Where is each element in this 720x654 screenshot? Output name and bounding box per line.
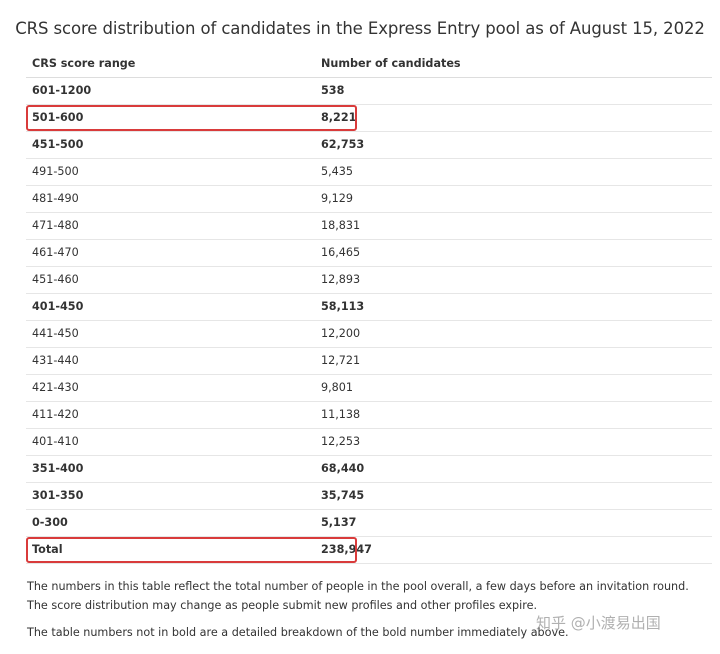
candidate-count-cell: 68,440 [321,462,365,475]
table-row: 491-500 5,435 [26,159,712,186]
candidate-count-cell: 5,137 [321,516,357,529]
table-row: 601-1200 538 [26,78,712,105]
table-row: 451-500 62,753 [26,132,712,159]
table-row: 451-460 12,893 [26,267,712,294]
candidate-count-cell: 12,893 [321,273,361,286]
score-range-cell: 0-300 [32,516,68,529]
header-score-range: CRS score range [32,57,136,70]
table-row: 471-480 18,831 [26,213,712,240]
candidate-count-cell: 9,129 [321,192,354,205]
score-range-cell: 491-500 [32,165,79,178]
table-header-row: CRS score range Number of candidates [26,51,712,78]
candidate-count-cell: 9,801 [321,381,354,394]
table-row: 401-450 58,113 [26,294,712,321]
candidate-count-cell: 35,745 [321,489,365,502]
score-range-cell: 501-600 [32,111,84,124]
table-row: 481-490 9,129 [26,186,712,213]
highlight-box [26,537,357,563]
table-row: 351-400 68,440 [26,456,712,483]
score-range-cell: 401-450 [32,300,84,313]
candidate-count-cell: 12,721 [321,354,361,367]
table-row: 411-420 11,138 [26,402,712,429]
crs-distribution-table: CRS score range Number of candidates 601… [26,51,712,564]
candidate-count-cell: 5,435 [321,165,354,178]
score-range-cell: 401-410 [32,435,79,448]
candidate-count-cell: 12,200 [321,327,361,340]
note-1: The numbers in this table reflect the to… [27,580,689,593]
score-range-cell: Total [32,543,63,556]
table-row: 461-470 16,465 [26,240,712,267]
candidate-count-cell: 11,138 [321,408,361,421]
candidate-count-cell: 18,831 [321,219,361,232]
table-row: 301-350 35,745 [26,483,712,510]
score-range-cell: 461-470 [32,246,79,259]
candidate-count-cell: 16,465 [321,246,361,259]
candidate-count-cell: 238,947 [321,543,372,556]
score-range-cell: 421-430 [32,381,79,394]
score-range-cell: 451-460 [32,273,79,286]
score-range-cell: 411-420 [32,408,79,421]
score-range-cell: 471-480 [32,219,79,232]
page-title: CRS score distribution of candidates in … [15,19,705,38]
score-range-cell: 451-500 [32,138,84,151]
table-row: 441-450 12,200 [26,321,712,348]
candidate-count-cell: 12,253 [321,435,361,448]
candidate-count-cell: 62,753 [321,138,365,151]
table-row: 401-410 12,253 [26,429,712,456]
table-notes: The numbers in this table reflect the to… [27,577,707,642]
note-2: The score distribution may change as peo… [27,599,538,612]
watermark-text: 知乎 @小渡易出国 [536,614,661,632]
candidate-count-cell: 8,221 [321,111,357,124]
score-range-cell: 441-450 [32,327,79,340]
score-range-cell: 351-400 [32,462,84,475]
table-row: 501-600 8,221 [26,105,712,132]
candidate-count-cell: 58,113 [321,300,365,313]
note-3: The table numbers not in bold are a deta… [27,626,569,639]
table-row: 421-430 9,801 [26,375,712,402]
header-number-of-candidates: Number of candidates [321,57,461,70]
score-range-cell: 481-490 [32,192,79,205]
table-body: 601-1200 538 501-600 8,221 451-500 62,753 491-… [26,78,712,564]
score-range-cell: 301-350 [32,489,84,502]
candidate-count-cell: 538 [321,84,345,97]
score-range-cell: 431-440 [32,354,79,367]
table-row: 431-440 12,721 [26,348,712,375]
score-range-cell: 601-1200 [32,84,92,97]
table-row: 0-300 5,137 [26,510,712,537]
table-row: Total 238,947 [26,537,712,564]
